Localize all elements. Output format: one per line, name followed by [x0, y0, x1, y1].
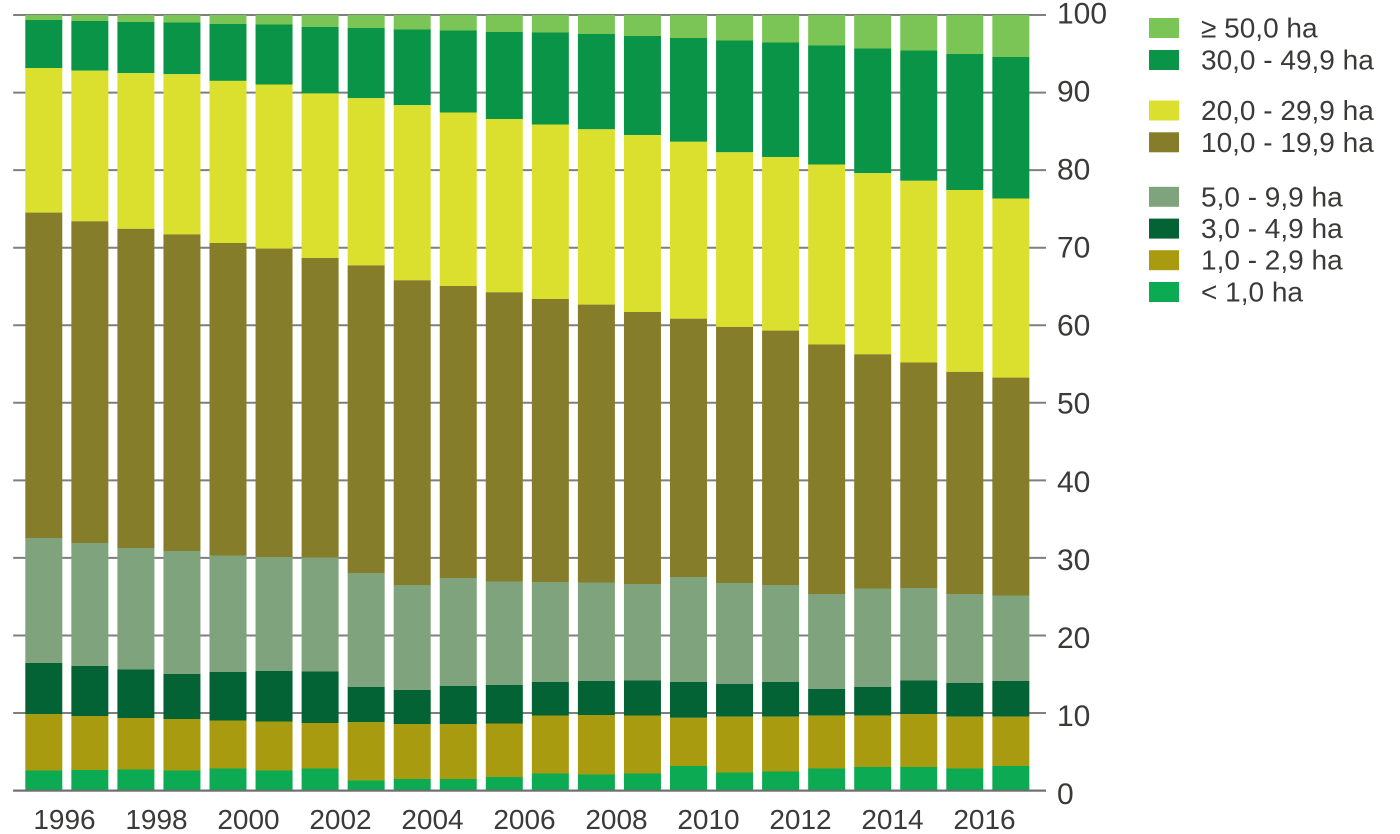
- svg-text:< 1,0 ha: < 1,0 ha: [1201, 277, 1303, 308]
- svg-text:2002: 2002: [309, 804, 371, 834]
- svg-text:1996: 1996: [33, 804, 95, 834]
- svg-text:30,0 - 49,9 ha: 30,0 - 49,9 ha: [1201, 45, 1374, 76]
- svg-text:2008: 2008: [585, 804, 647, 834]
- svg-text:80: 80: [1057, 154, 1090, 187]
- svg-text:3,0 - 4,9 ha: 3,0 - 4,9 ha: [1201, 213, 1343, 244]
- svg-text:2010: 2010: [677, 804, 739, 834]
- svg-text:60: 60: [1057, 310, 1090, 343]
- svg-text:1,0 - 2,9 ha: 1,0 - 2,9 ha: [1201, 245, 1343, 276]
- svg-text:0: 0: [1057, 778, 1074, 811]
- svg-text:2012: 2012: [769, 804, 831, 834]
- svg-text:10,0 - 19,9 ha: 10,0 - 19,9 ha: [1201, 127, 1374, 158]
- svg-text:10: 10: [1057, 700, 1090, 733]
- svg-text:≥ 50,0 ha: ≥ 50,0 ha: [1201, 13, 1318, 44]
- svg-text:30: 30: [1057, 544, 1090, 577]
- svg-text:40: 40: [1057, 466, 1090, 499]
- svg-text:2014: 2014: [861, 804, 923, 834]
- svg-text:20,0 - 29,9 ha: 20,0 - 29,9 ha: [1201, 95, 1374, 126]
- svg-text:90: 90: [1057, 76, 1090, 109]
- svg-text:100: 100: [1057, 0, 1107, 31]
- svg-text:2004: 2004: [401, 804, 463, 834]
- svg-text:50: 50: [1057, 388, 1090, 421]
- svg-text:20: 20: [1057, 622, 1090, 655]
- svg-text:2006: 2006: [493, 804, 555, 834]
- svg-text:70: 70: [1057, 232, 1090, 265]
- svg-text:5,0 - 9,9 ha: 5,0 - 9,9 ha: [1201, 181, 1343, 212]
- svg-text:2000: 2000: [217, 804, 279, 834]
- svg-text:1998: 1998: [125, 804, 187, 834]
- svg-text:2016: 2016: [953, 804, 1015, 834]
